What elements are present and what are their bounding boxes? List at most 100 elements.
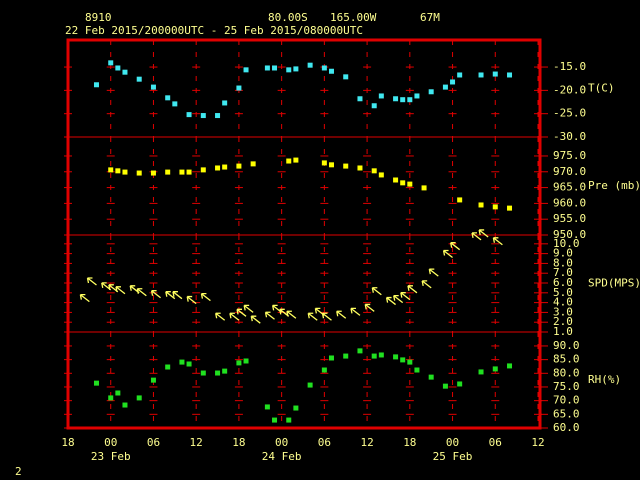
wind-arrow xyxy=(393,294,404,304)
wind-arrow xyxy=(321,312,332,321)
data-point xyxy=(136,170,142,176)
data-point xyxy=(200,167,206,173)
data-point xyxy=(250,161,256,167)
wind-arrow xyxy=(400,292,411,301)
wind-arrow xyxy=(492,237,503,246)
wind-arrow xyxy=(215,312,226,321)
wind-arrow xyxy=(236,308,247,317)
data-point xyxy=(378,93,384,99)
y-tick-label: 4.0 xyxy=(553,296,573,309)
wind-arrow xyxy=(172,291,183,300)
y-tick-label: -30.0 xyxy=(553,130,586,143)
y-tick-label: 8.0 xyxy=(553,256,573,269)
station-id: 8910 xyxy=(85,11,112,24)
data-point xyxy=(200,370,206,376)
data-point xyxy=(186,169,192,175)
y-tick-label: 960.0 xyxy=(553,196,586,209)
data-point xyxy=(428,374,434,380)
x-tick-label: 18 xyxy=(403,436,416,449)
date-label: 23 Feb xyxy=(91,450,131,463)
data-point xyxy=(115,390,121,396)
data-point xyxy=(179,359,185,365)
y-tick-label: 6.0 xyxy=(553,276,573,289)
data-point xyxy=(264,404,270,410)
x-tick-label: 00 xyxy=(275,436,288,449)
y-tick-label: 75.0 xyxy=(553,380,580,393)
data-point xyxy=(357,96,363,102)
page-number: 2 xyxy=(15,465,22,478)
wind-arrow xyxy=(136,288,147,297)
x-tick-label: 18 xyxy=(232,436,245,449)
data-point xyxy=(343,74,349,80)
data-point xyxy=(492,204,498,210)
data-point xyxy=(122,69,128,75)
data-point xyxy=(186,112,192,118)
data-point xyxy=(450,79,456,85)
data-point xyxy=(442,383,448,389)
data-point xyxy=(328,355,334,361)
data-point xyxy=(307,62,313,68)
data-point xyxy=(407,97,413,103)
x-tick-label: 12 xyxy=(360,436,373,449)
data-point xyxy=(478,369,484,375)
wind-arrow xyxy=(407,285,418,294)
wind-arrow xyxy=(243,304,254,313)
data-point xyxy=(293,405,299,411)
data-point xyxy=(93,380,99,386)
data-point xyxy=(414,93,420,99)
data-point xyxy=(393,177,399,183)
data-point xyxy=(371,103,377,109)
data-point xyxy=(457,381,463,387)
data-point xyxy=(414,367,420,373)
longitude: 165.00W xyxy=(330,11,377,24)
data-point xyxy=(457,197,463,203)
wind-arrow xyxy=(371,287,382,296)
data-point xyxy=(93,82,99,88)
wind-arrow xyxy=(364,303,375,312)
data-point xyxy=(378,172,384,178)
data-point xyxy=(328,162,334,168)
x-tick-label: 06 xyxy=(147,436,160,449)
y-tick-label: 85.0 xyxy=(553,353,580,366)
y-tick-label: 60.0 xyxy=(553,421,580,434)
data-point xyxy=(172,101,178,107)
data-point xyxy=(328,68,334,74)
data-point xyxy=(136,395,142,401)
x-tick-label: 00 xyxy=(446,436,459,449)
data-point xyxy=(293,66,299,72)
data-point xyxy=(108,167,114,173)
y-tick-label: 80.0 xyxy=(553,366,580,379)
y-tick-label: 950.0 xyxy=(553,228,586,241)
data-point xyxy=(321,160,327,166)
y-tick-label: 10.0 xyxy=(553,237,580,250)
date-label: 24 Feb xyxy=(262,450,302,463)
y-tick-label: 2.0 xyxy=(553,315,573,328)
data-point xyxy=(428,89,434,95)
panel-label: SPD(MPS) xyxy=(588,277,640,290)
data-point xyxy=(492,366,498,372)
y-tick-label: 955.0 xyxy=(553,212,586,225)
wind-arrow xyxy=(264,311,275,320)
data-point xyxy=(321,65,327,71)
y-tick-label: 70.0 xyxy=(553,394,580,407)
y-tick-label: 90.0 xyxy=(553,339,580,352)
data-point xyxy=(478,202,484,208)
data-point xyxy=(343,353,349,359)
data-point xyxy=(150,84,156,90)
y-tick-label: 975.0 xyxy=(553,149,586,162)
data-point xyxy=(400,97,406,103)
data-point xyxy=(122,402,128,408)
data-point xyxy=(115,65,121,71)
y-tick-label: 9.0 xyxy=(553,247,573,260)
data-point xyxy=(343,163,349,169)
y-tick-label: -15.0 xyxy=(553,60,586,73)
data-point xyxy=(215,113,221,119)
wind-arrow xyxy=(286,310,297,319)
data-point xyxy=(108,395,114,401)
data-point xyxy=(357,165,363,171)
data-point xyxy=(115,168,121,174)
wind-arrow xyxy=(336,310,347,319)
wind-arrow xyxy=(150,290,161,299)
data-point xyxy=(272,65,278,71)
